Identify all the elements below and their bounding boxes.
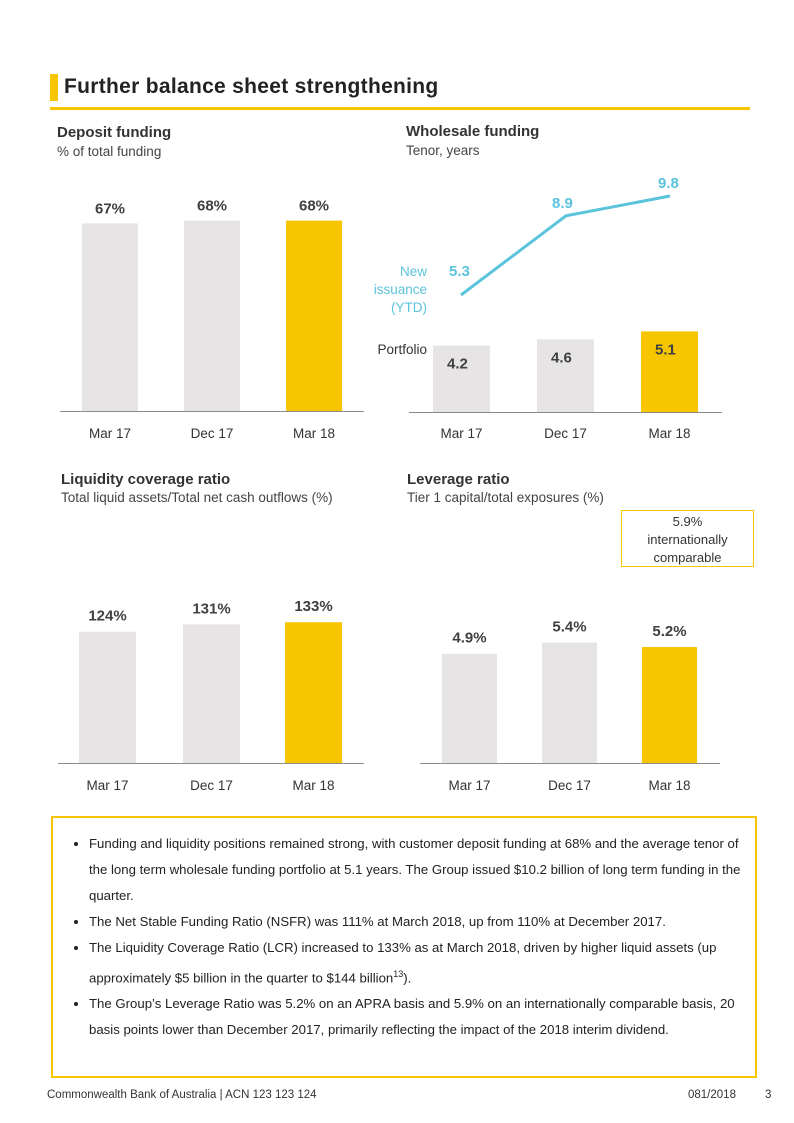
bar — [442, 653, 497, 763]
callout-line: internationally — [647, 532, 728, 547]
commentary-item: The Liquidity Coverage Ratio (LCR) incre… — [89, 935, 743, 991]
wholesale-funding-title: Wholesale funding — [406, 123, 540, 140]
commentary-item: Funding and liquidity positions remained… — [89, 831, 743, 909]
page-title: Further balance sheet strengthening — [64, 75, 439, 98]
bar — [183, 624, 240, 763]
x-tick-label: Mar 18 — [648, 426, 690, 441]
bar-value-label: 4.6 — [551, 349, 572, 366]
line-value-label: 5.3 — [449, 263, 470, 280]
bar-value-label: 5.2% — [652, 623, 686, 640]
commentary-box: Funding and liquidity positions remained… — [51, 816, 757, 1078]
x-tick-label: Mar 18 — [293, 426, 335, 441]
bar — [79, 631, 136, 763]
x-tick-label: Dec 17 — [548, 778, 591, 793]
bar — [433, 345, 490, 412]
new-issuance-tag-line: (YTD) — [391, 300, 427, 315]
callout-line: 5.9% — [672, 514, 703, 529]
bar — [642, 647, 697, 763]
x-tick-label: Mar 17 — [86, 778, 128, 793]
x-tick-label: Dec 17 — [544, 426, 587, 441]
bar — [542, 642, 597, 763]
x-tick-label: Mar 17 — [89, 426, 131, 441]
deposit-funding-title: Deposit funding — [57, 124, 172, 141]
bar-value-label: 124% — [88, 608, 126, 625]
lcr-title: Liquidity coverage ratio — [61, 471, 231, 488]
line-value-label: 9.8 — [658, 175, 679, 192]
leverage-callout: 5.9% internationally comparable — [621, 510, 754, 567]
footnote-ref: 13 — [393, 969, 404, 979]
bar-value-label: 4.2 — [447, 356, 468, 373]
bar — [82, 223, 138, 411]
bar — [285, 622, 342, 763]
line-value-label: 8.9 — [552, 195, 573, 212]
commentary-list: Funding and liquidity positions remained… — [53, 818, 755, 1043]
bar — [641, 331, 698, 412]
footer-company: Commonwealth Bank of Australia | ACN 123… — [47, 1089, 317, 1101]
x-tick-label: Mar 18 — [292, 778, 334, 793]
new-issuance-tag: New issuance (YTD) — [355, 263, 427, 317]
lcr-subtitle: Total liquid assets/Total net cash outfl… — [61, 490, 333, 505]
x-tick-label: Mar 18 — [648, 778, 690, 793]
bar — [184, 220, 240, 411]
bar-value-label: 4.9% — [452, 630, 486, 647]
leverage-title: Leverage ratio — [407, 471, 510, 488]
bar — [537, 339, 594, 412]
new-issuance-line — [460, 194, 671, 297]
bar-value-label: 5.4% — [552, 619, 586, 636]
title-accent-bar — [50, 74, 58, 101]
bar-value-label: 133% — [294, 598, 332, 615]
commentary-item: The Group’s Leverage Ratio was 5.2% on a… — [89, 991, 743, 1043]
bar — [286, 220, 342, 411]
x-tick-label: Dec 17 — [191, 426, 234, 441]
leverage-subtitle: Tier 1 capital/total exposures (%) — [407, 490, 604, 505]
footer-code: 081/2018 — [688, 1089, 736, 1101]
bar-value-label: 5.1 — [655, 341, 676, 358]
bar-value-label: 67% — [95, 200, 125, 217]
page-number: 3 — [765, 1089, 772, 1101]
deposit-funding-subtitle: % of total funding — [57, 144, 162, 159]
portfolio-tag: Portfolio — [377, 342, 427, 357]
new-issuance-tag-line: issuance — [373, 282, 427, 297]
x-tick-label: Mar 17 — [448, 778, 490, 793]
callout-line: comparable — [653, 550, 722, 565]
new-issuance-tag-line: New — [399, 264, 427, 279]
bar-value-label: 131% — [192, 600, 230, 617]
title-rule — [50, 107, 750, 110]
bar-value-label: 68% — [299, 198, 329, 215]
commentary-item: The Net Stable Funding Ratio (NSFR) was … — [89, 909, 743, 935]
bar-value-label: 68% — [197, 198, 227, 215]
wholesale-funding-subtitle: Tenor, years — [406, 143, 480, 158]
x-tick-label: Mar 17 — [440, 426, 482, 441]
charts-canvas: Mar 17 Dec 17 Mar 18 67% 68% 68% Mar 17 Dec 17 M… — [58, 175, 722, 793]
x-tick-label: Dec 17 — [190, 778, 233, 793]
